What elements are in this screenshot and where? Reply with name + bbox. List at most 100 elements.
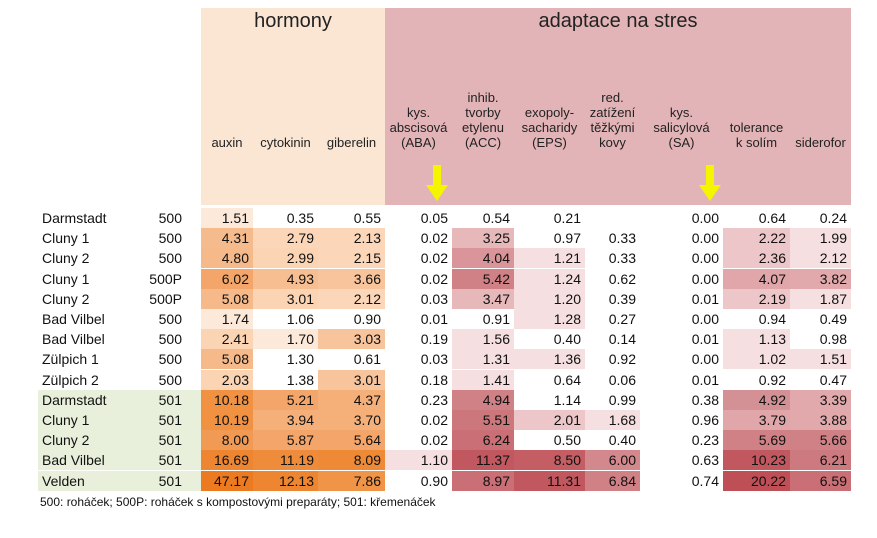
site-name: Darmstadt <box>42 210 107 226</box>
value-cell: 2.12 <box>790 248 851 269</box>
value-cell: 0.00 <box>640 268 723 289</box>
value-cell: 0.49 <box>790 309 851 329</box>
value-cell: 0.18 <box>385 369 452 390</box>
column-header-5: exopoly- sacharidy (EPS) <box>521 105 578 150</box>
value-cell: 1.13 <box>723 329 790 350</box>
table-row: Velden 501 47.17 12.13 7.86 0.90 8.97 11.31 6.84… <box>0 470 877 491</box>
value-cell: 0.03 <box>385 349 452 370</box>
table-row: Bad Vilbel 501 16.69 11.19 8.09 1.10 11.37 8.50… <box>0 450 877 471</box>
value-cell: 4.94 <box>452 389 514 410</box>
value-cell: 5.64 <box>318 430 385 451</box>
row-group-highlight <box>38 410 201 430</box>
site-name: Bad Vilbel <box>42 331 105 348</box>
value-cell: 0.00 <box>640 228 723 249</box>
value-cell: 1.06 <box>253 309 318 329</box>
value-cell: 1.56 <box>452 329 514 350</box>
value-cell: 0.35 <box>253 208 318 228</box>
value-cell: 2.41 <box>201 329 253 350</box>
sample-code: 501 <box>158 472 182 489</box>
value-cell: 3.82 <box>790 268 851 289</box>
sample-code: 500 <box>158 210 182 226</box>
value-cell: 0.98 <box>790 329 851 350</box>
table-row: Cluny 2 500 4.80 2.99 2.15 0.02 4.04 1.21 0.33 0.… <box>0 248 877 269</box>
site-name: Zülpich 2 <box>42 371 99 388</box>
value-cell: 0.54 <box>452 208 514 228</box>
value-cell: 3.88 <box>790 410 851 430</box>
value-cell: 1.70 <box>253 329 318 350</box>
value-cell: 1.02 <box>723 349 790 370</box>
value-cell: 0.33 <box>585 228 640 249</box>
value-cell: 16.69 <box>201 450 253 471</box>
table-row: Zülpich 1 500 5.08 1.30 0.61 0.03 1.31 1.36 0.92… <box>0 349 877 370</box>
sample-code: 500 <box>158 331 182 348</box>
sample-code: 500 <box>158 311 182 327</box>
value-cell: 0.02 <box>385 228 452 249</box>
stress-group-title: adaptace na stres <box>538 10 698 32</box>
value-cell: 8.97 <box>452 470 514 491</box>
value-cell: 0.03 <box>385 288 452 309</box>
value-cell: 0.90 <box>318 309 385 329</box>
value-cell: 11.19 <box>253 450 318 471</box>
sample-code: 500 <box>158 371 182 388</box>
value-cell: 2.79 <box>253 228 318 249</box>
value-cell: 4.93 <box>253 268 318 289</box>
sample-code: 501 <box>158 432 182 449</box>
value-cell: 5.08 <box>201 349 253 370</box>
value-cell: 0.21 <box>514 208 585 228</box>
value-cell: 5.42 <box>452 268 514 289</box>
value-cell: 0.38 <box>640 389 723 410</box>
value-cell: 5.66 <box>790 430 851 451</box>
sample-code: 501 <box>158 391 182 408</box>
value-cell: 8.50 <box>514 450 585 471</box>
value-cell: 2.13 <box>318 228 385 249</box>
value-cell: 3.79 <box>723 410 790 430</box>
value-cell: 1.14 <box>514 389 585 410</box>
value-cell: 10.18 <box>201 389 253 410</box>
hormones-header-panel <box>201 8 385 205</box>
column-header-2: giberelin <box>326 135 377 150</box>
column-header-4: inhib. tvorby etylenu (ACC) <box>462 90 504 150</box>
value-cell: 1.41 <box>452 369 514 390</box>
value-cell: 5.87 <box>253 430 318 451</box>
value-cell: 0.01 <box>640 329 723 350</box>
value-cell: 1.10 <box>385 450 452 471</box>
value-cell: 0.99 <box>585 389 640 410</box>
value-cell: 3.66 <box>318 268 385 289</box>
sample-code: 500P <box>149 270 182 287</box>
value-cell: 2.15 <box>318 248 385 269</box>
value-cell: 0.23 <box>640 430 723 451</box>
column-header-3: kys. abscisová (ABA) <box>389 105 448 150</box>
value-cell: 20.22 <box>723 470 790 491</box>
value-cell: 0.24 <box>790 208 851 228</box>
value-cell: 0.92 <box>585 349 640 370</box>
value-cell: 0.14 <box>585 329 640 350</box>
sample-code: 500 <box>158 230 182 247</box>
value-cell: 4.07 <box>723 268 790 289</box>
hormones-group-title: hormony <box>254 10 332 32</box>
value-cell: 0.23 <box>385 389 452 410</box>
value-cell: 1.38 <box>253 369 318 390</box>
value-cell: 0.96 <box>640 410 723 430</box>
value-cell: 2.03 <box>201 369 253 390</box>
value-cell: 12.13 <box>253 470 318 491</box>
value-cell: 5.51 <box>452 410 514 430</box>
value-cell: 0.00 <box>640 309 723 329</box>
value-cell: 6.02 <box>201 268 253 289</box>
value-cell: 0.02 <box>385 268 452 289</box>
value-cell: 1.28 <box>514 309 585 329</box>
value-cell: 3.03 <box>318 329 385 350</box>
value-cell: 1.87 <box>790 288 851 309</box>
site-name: Cluny 2 <box>42 290 90 307</box>
value-cell: 8.09 <box>318 450 385 471</box>
value-cell: 11.31 <box>514 470 585 491</box>
value-cell: 0.06 <box>585 369 640 390</box>
value-cell: 3.70 <box>318 410 385 430</box>
value-cell: 0.61 <box>318 349 385 370</box>
value-cell: 6.24 <box>452 430 514 451</box>
value-cell: 2.01 <box>514 410 585 430</box>
value-cell: 0.00 <box>640 248 723 269</box>
site-name: Bad Vilbel <box>42 311 105 327</box>
table-row: Bad Vilbel 500 2.41 1.70 3.03 0.19 1.56 0.40 0.1… <box>0 329 877 350</box>
sample-code: 501 <box>158 412 182 428</box>
value-cell: 1.30 <box>253 349 318 370</box>
